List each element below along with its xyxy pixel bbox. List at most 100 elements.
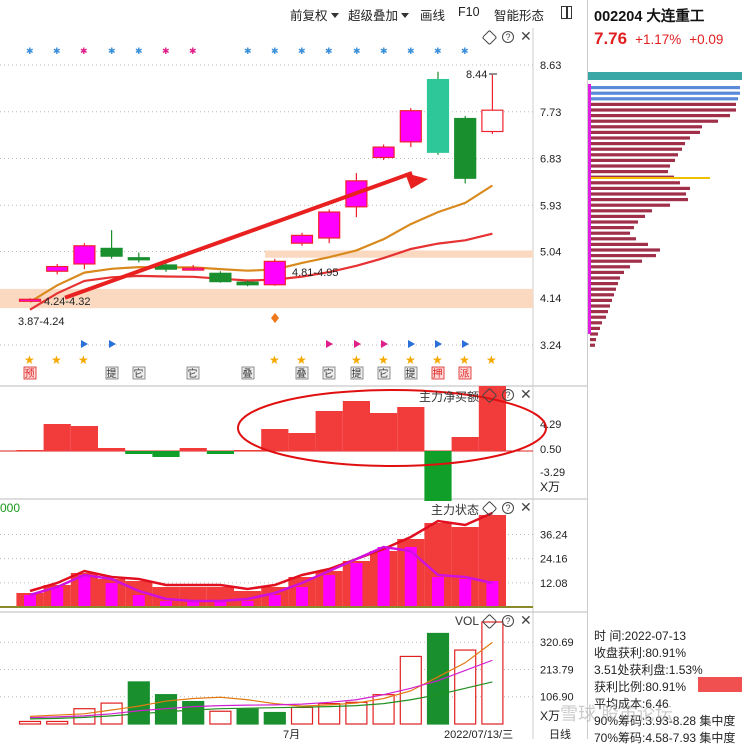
rating-star-icon: ★ [296,353,307,367]
candle-body [290,234,314,244]
zone-label: 4.81-4.95 [292,267,338,279]
state-bar-magenta [432,577,444,607]
chevron-down-icon [401,13,410,18]
volume-bar [209,710,232,725]
panel-toggle-icon[interactable] [561,6,572,19]
signal-star-icon: ✱ [162,46,170,56]
chip-bar [590,343,595,347]
support-zone [0,288,533,309]
zone-label: 3.87-4.24 [18,316,64,328]
state-bar-magenta [160,601,172,607]
volume-bar [290,706,314,725]
high-price-label: 8.44 [466,69,487,81]
signal-badge-label: 它 [324,367,334,380]
smart-pattern-button[interactable]: 智能形态 [494,9,545,23]
chip-bar [590,310,608,314]
adjust-label: 前复权 [290,9,328,23]
net-buy-bar [315,411,343,451]
net-buy-bar [16,450,44,451]
info-chip90: 90%筹码:3.93-8.28 集中度 [594,714,736,728]
chart-area[interactable]: 8.63 7.73 6.83 5.93 5.04 4.14 3.24 8.44 3.87-4.2… [0,28,587,741]
candle-body [399,110,422,143]
unit-label: X万 [540,480,560,494]
flag-icon [354,340,361,348]
signal-badge [23,366,37,380]
net-buy-bar [152,451,180,457]
candle-body [127,257,150,261]
chip-bar [590,242,648,246]
signal-diamond [271,313,279,323]
state-line-red [29,511,493,593]
candle-body [18,298,42,302]
draw-line-button[interactable]: 画线 [420,9,446,23]
signal-badge [322,366,336,380]
close-icon[interactable]: ✕ [520,28,532,44]
chip-bar [590,147,682,151]
chip-bar [590,158,675,162]
rating-star-icon: ★ [459,353,470,367]
chip-bar [590,209,652,213]
close-icon[interactable]: ✕ [520,386,532,402]
signal-badge [132,366,146,380]
overlay-dropdown[interactable]: 超级叠加 [348,5,410,24]
y-tick-label: 8.63 [540,60,561,72]
net-buy-bar [288,433,316,451]
y-tick-label: 3.24 [540,340,561,352]
net-buy-bar [342,401,370,451]
help-icon[interactable]: ? [502,615,514,627]
chip-bar [590,332,598,336]
chip-bar [590,153,678,157]
y-tick-label: 7.73 [540,107,561,119]
state-bar-magenta [459,579,472,607]
rating-star-icon: ★ [51,353,62,367]
vol-ma-green [29,681,493,720]
chip-bar [590,186,690,190]
flag-icon [381,340,388,348]
flag-icon [435,340,442,348]
help-icon[interactable]: ? [502,31,514,43]
last-price: 7.76 [594,29,628,48]
signal-badge [241,366,255,380]
rating-star-icon: ★ [486,353,497,367]
y-tick-label: 4.14 [540,293,561,305]
help-icon[interactable]: ? [502,389,514,401]
close-icon[interactable]: ✕ [520,499,532,515]
chart-canvas[interactable]: 8.63 7.73 6.83 5.93 5.04 4.14 3.24 8.44 3.87-4.2… [0,28,587,741]
chip-bar [590,248,660,252]
chip-bar [590,315,606,319]
y-tick-label: 106.90 [540,692,574,704]
signal-badge-label: 它 [379,367,389,380]
adjust-dropdown[interactable]: 前复权 [290,5,339,24]
state-bar-magenta [132,595,145,607]
signal-star-icon: ✱ [244,46,252,56]
state-bar-magenta [377,547,390,607]
y-tick-label: 12.08 [540,578,568,590]
y-tick-label: -3.29 [540,467,565,479]
state-bar-magenta [24,595,36,607]
help-icon[interactable]: ? [502,502,514,514]
f10-button[interactable]: F10 [458,5,480,19]
signal-badge-label: 预 [25,368,35,380]
signal-badge [404,366,418,380]
chip-bar [590,287,616,291]
chip-bar [590,198,688,202]
net-buy-bar [234,450,262,451]
close-icon[interactable]: ✕ [520,612,532,628]
chip-bar [590,282,618,286]
candle-body [481,109,504,133]
trend-arrow-shaft [64,171,413,300]
info-profit-lock: 3.51处获利盘:1.53% [594,663,703,677]
rating-star-icon: ★ [351,353,362,367]
state-bar-magenta [105,583,118,607]
y-tick-label: 213.79 [540,664,574,676]
candle-body [372,146,395,159]
volume-bar [127,681,150,725]
signal-badge [377,366,391,380]
chip-bar [590,192,686,196]
signal-badge-label: 提 [352,368,362,380]
chip-bar [590,259,642,263]
net-buy-title: 主力净买额 [419,390,480,404]
signal-badge [350,366,364,380]
chip-bar [590,170,668,174]
chip-distribution [588,72,742,347]
